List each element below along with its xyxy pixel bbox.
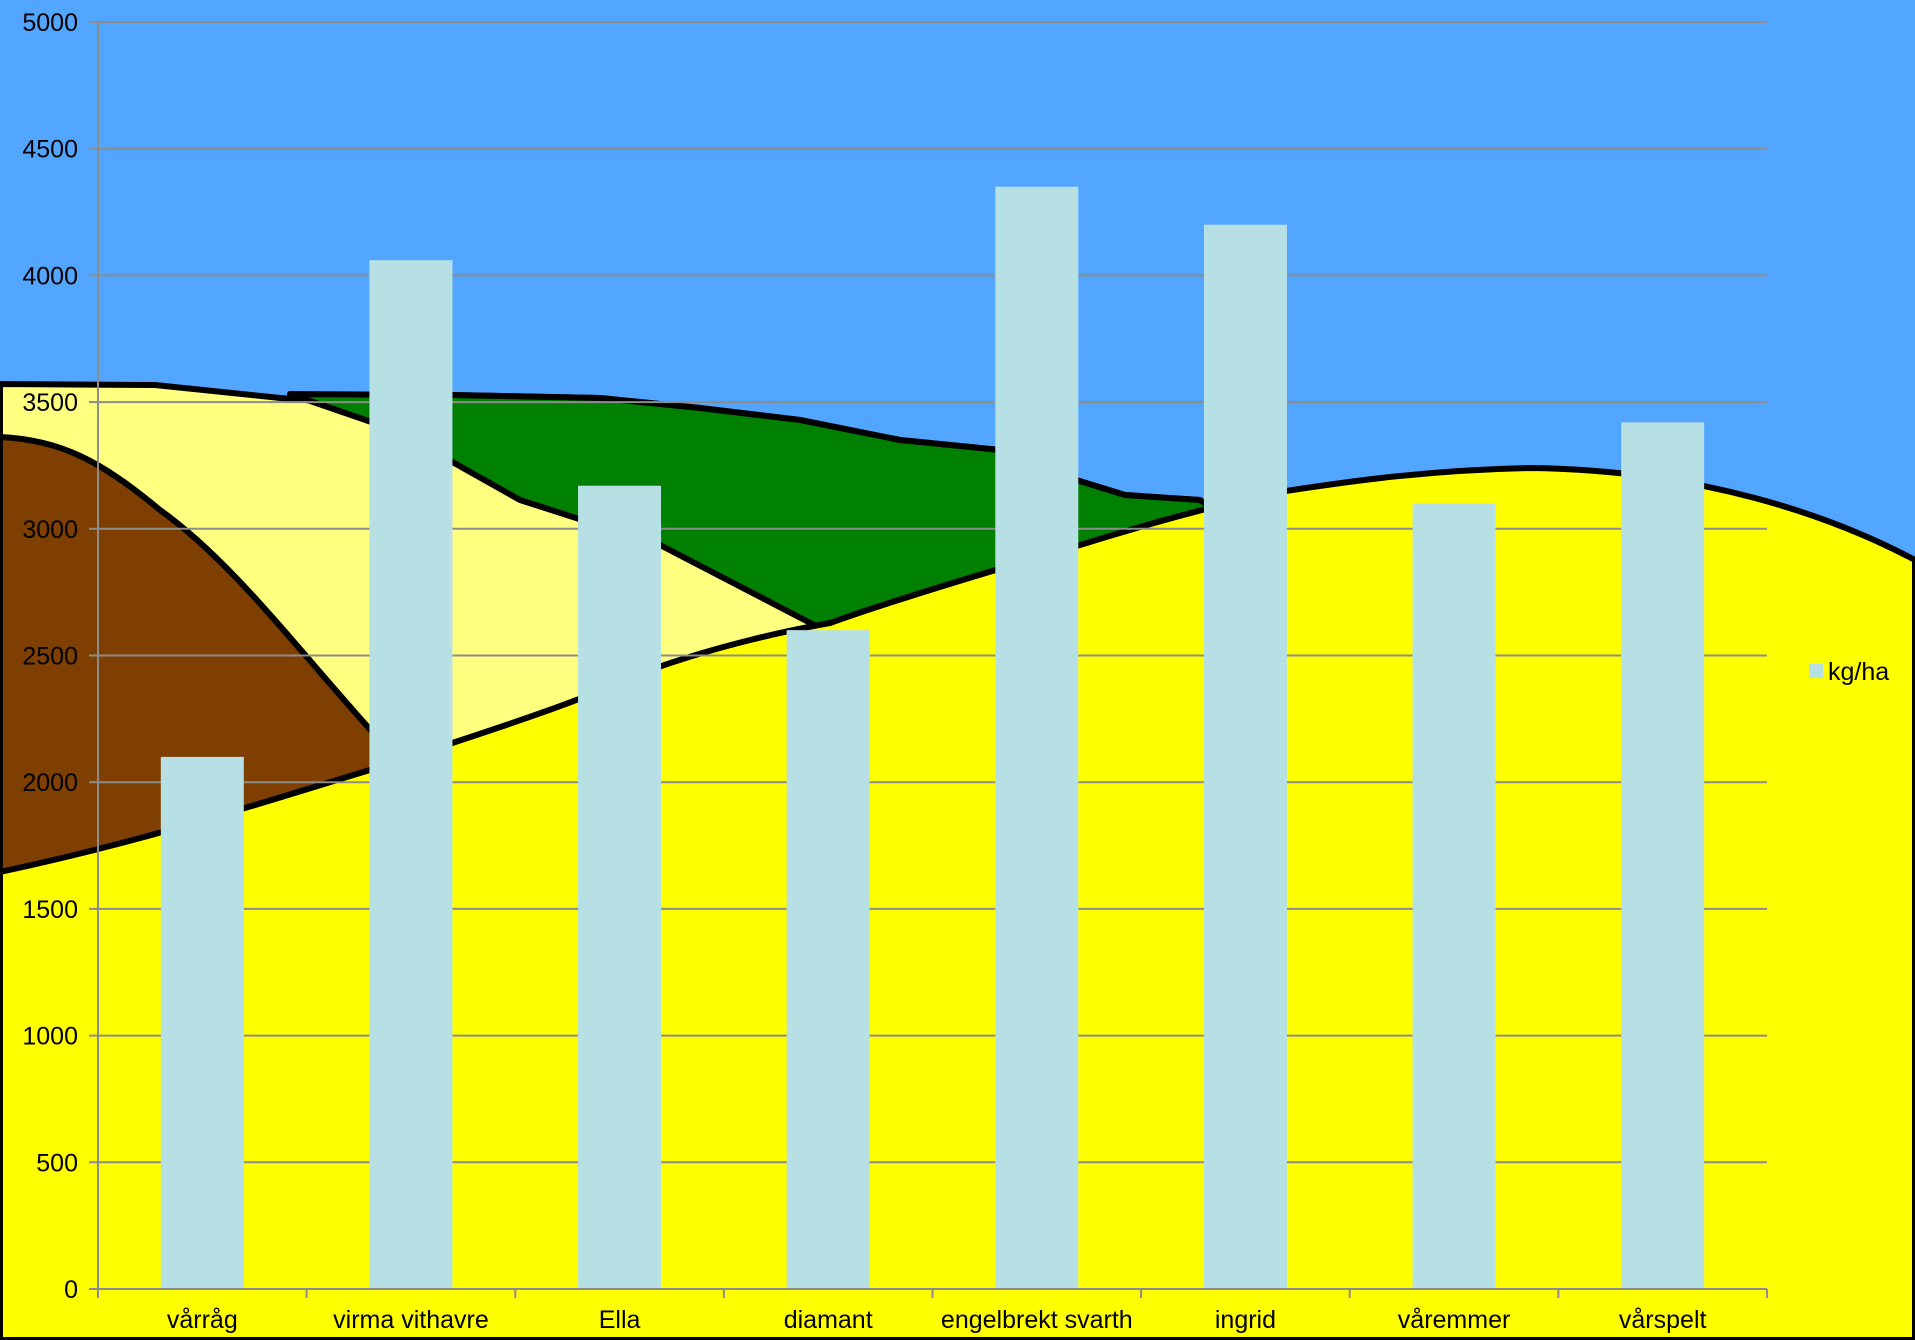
y-tick-label: 4000 <box>22 262 78 290</box>
y-tick-label: 4500 <box>22 136 78 164</box>
y-tick-label: 2000 <box>22 769 78 797</box>
bar <box>786 630 870 1289</box>
y-tick-label: 5000 <box>22 9 78 37</box>
y-tick-label: 1000 <box>22 1023 78 1051</box>
bar <box>995 186 1079 1290</box>
axes <box>89 21 1768 1298</box>
legend-label: kg/ha <box>1828 658 1889 686</box>
y-tick-label: 1500 <box>22 896 78 924</box>
bars <box>160 186 1705 1290</box>
bar <box>1621 422 1705 1289</box>
legend: kg/ha <box>1809 658 1889 686</box>
x-tick-label: diamant <box>784 1306 873 1334</box>
bar <box>160 756 244 1289</box>
x-tick-label: vårspelt <box>1619 1306 1707 1334</box>
bar <box>369 260 453 1289</box>
x-tick-label: ingrid <box>1215 1306 1276 1334</box>
bar <box>1203 224 1287 1290</box>
x-tick-label: engelbrekt svarth <box>941 1306 1133 1334</box>
green-hill <box>287 391 1213 631</box>
x-tick-label: vårråg <box>167 1306 238 1334</box>
x-tick-label: våremmer <box>1398 1306 1511 1334</box>
x-tick-label: virma vithavre <box>333 1306 489 1334</box>
y-tick-label: 3500 <box>22 389 78 417</box>
legend-swatch <box>1809 664 1823 678</box>
y-tick-label: 500 <box>36 1149 78 1177</box>
tick-labels: 0 500 1000 1500 2000 2500 3000 3500 4000 4500 5000… <box>22 9 1706 1334</box>
x-tick-label: Ella <box>599 1306 641 1334</box>
y-tick-label: 2500 <box>22 643 78 671</box>
bar <box>1412 503 1496 1290</box>
y-tick-label: 3000 <box>22 516 78 544</box>
bar <box>578 485 662 1289</box>
y-tick-label: 0 <box>64 1276 78 1304</box>
